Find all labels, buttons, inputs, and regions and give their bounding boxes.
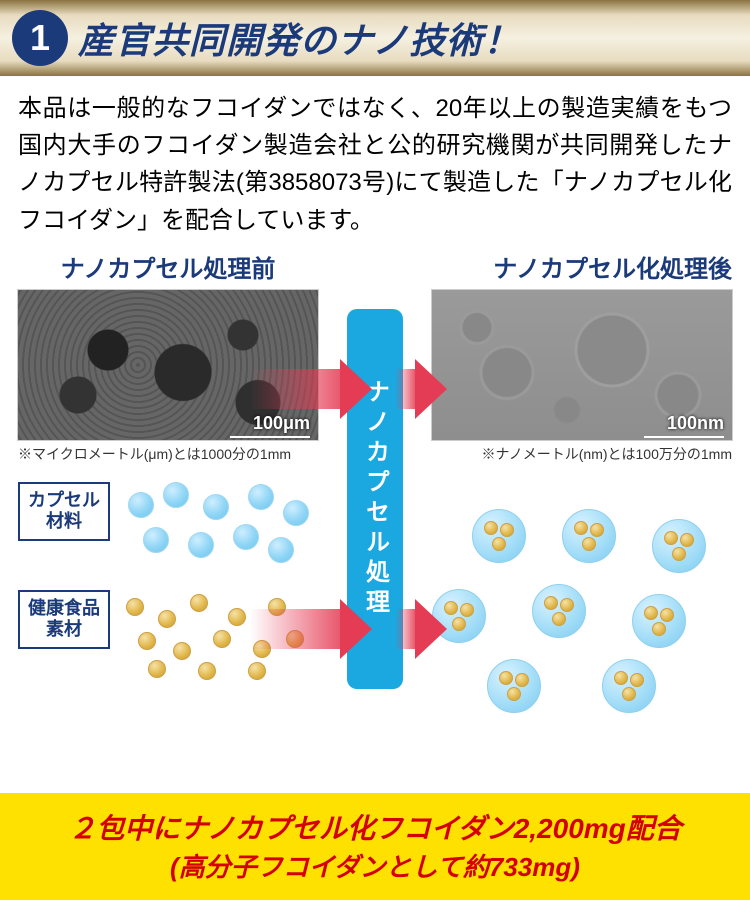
gold-particle: [190, 594, 208, 612]
diagram-area: ナノカプセル処理前 100μm ※マイクロメートル(μm)とは1000分の1mm…: [0, 249, 750, 749]
header-band: 1 産官共同開発のナノ技術！: [0, 0, 750, 76]
section-title: 産官共同開発のナノ技術！: [78, 12, 520, 64]
blue-particle: [203, 494, 229, 520]
encapsulated-particles-viz: [432, 509, 732, 719]
before-title: ナノカプセル処理前: [18, 249, 318, 284]
before-caption: ※マイクロメートル(μm)とは1000分の1mm: [18, 444, 318, 464]
gold-particle: [198, 662, 216, 680]
after-title: ナノカプセル化処理後: [432, 249, 732, 284]
gold-particle: [158, 610, 176, 628]
gold-particle: [248, 662, 266, 680]
blue-particle: [188, 532, 214, 558]
capsule-material-tag: カプセル 材料: [18, 482, 110, 541]
encapsulated-particle: [632, 594, 686, 648]
encapsulated-particle: [562, 509, 616, 563]
section-number-badge: 1: [12, 10, 68, 66]
gold-particle: [228, 608, 246, 626]
encapsulated-particle: [602, 659, 656, 713]
after-scale-label: 100nm: [667, 413, 724, 434]
gold-particle: [148, 660, 166, 678]
after-microscopy-image: 100nm: [432, 290, 732, 440]
gold-particle: [213, 630, 231, 648]
footer-line-1: ２包中にナノカプセル化フコイダン2,200mg配合: [10, 807, 740, 847]
blue-particle: [128, 492, 154, 518]
gold-particle: [126, 598, 144, 616]
body-paragraph: 本品は一般的なフコイダンではなく、20年以上の製造実績をもつ国内大手のフコイダン…: [0, 76, 750, 249]
blue-particle: [233, 524, 259, 550]
encapsulated-particle: [487, 659, 541, 713]
blue-particle: [268, 537, 294, 563]
footer-line-2: (高分子フコイダンとして約733mg): [10, 847, 740, 884]
encapsulated-particle: [652, 519, 706, 573]
arrow-top-left: [250, 359, 372, 419]
blue-particle: [283, 500, 309, 526]
arrow-top-right: [395, 359, 447, 419]
blue-particle: [143, 527, 169, 553]
arrow-bottom-left: [250, 599, 372, 659]
blue-particle: [163, 482, 189, 508]
encapsulated-particle: [472, 509, 526, 563]
blue-particle: [248, 484, 274, 510]
gold-particle: [138, 632, 156, 650]
after-scale-bar: [644, 436, 724, 438]
encapsulated-particle: [532, 584, 586, 638]
after-caption: ※ナノメートル(nm)とは100万分の1mm: [432, 444, 732, 464]
footer-band: ２包中にナノカプセル化フコイダン2,200mg配合 (高分子フコイダンとして約7…: [0, 793, 750, 900]
after-column: ナノカプセル化処理後 100nm ※ナノメートル(nm)とは100万分の1mm: [432, 249, 732, 464]
gold-particle: [173, 642, 191, 660]
blue-particles-viz: [118, 482, 318, 572]
before-scale-bar: [230, 436, 310, 438]
health-food-tag: 健康食品 素材: [18, 590, 110, 649]
capsule-material-row: カプセル 材料: [18, 482, 318, 572]
arrow-bottom-right: [395, 599, 447, 659]
